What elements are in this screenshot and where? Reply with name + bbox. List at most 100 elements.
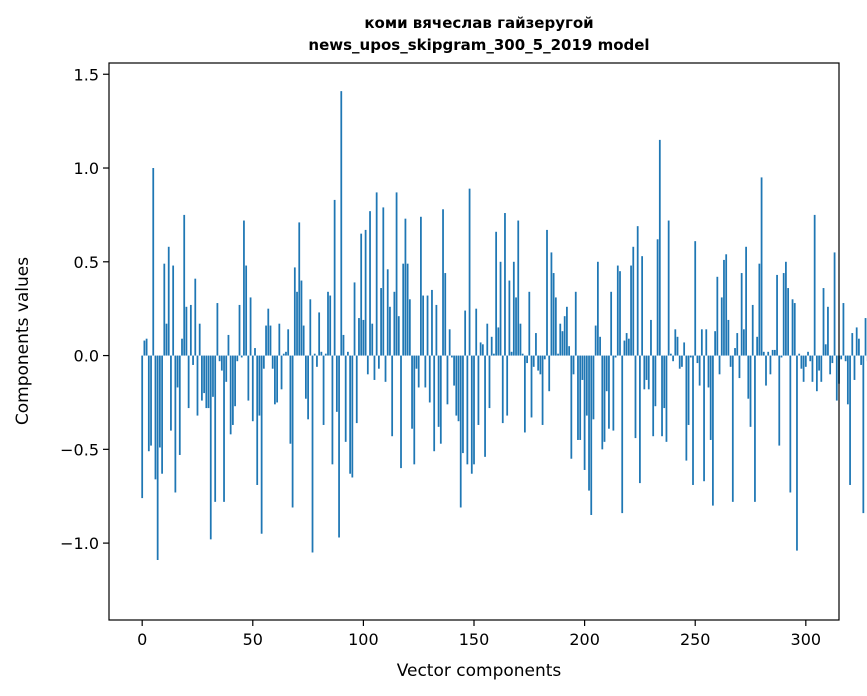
bar-141 [453, 355, 455, 386]
bar-316 [840, 355, 843, 360]
bar-264 [725, 254, 728, 356]
x-tick-label: 100 [348, 630, 379, 649]
bar-124 [415, 355, 418, 369]
bar-231 [652, 355, 655, 437]
bar-219 [625, 333, 628, 356]
bar-235 [661, 355, 663, 437]
y-tick-label: 0.0 [74, 347, 99, 366]
bar-225 [639, 355, 641, 484]
bar-304 [813, 214, 816, 356]
bar-285 [771, 349, 774, 356]
bar-108 [380, 288, 382, 356]
bar-164 [504, 213, 506, 356]
bar-298 [800, 355, 803, 369]
bar-98 [358, 318, 360, 356]
bar-19 [183, 214, 186, 356]
bar-127 [422, 295, 425, 356]
bar-21 [187, 355, 190, 409]
bar-326 [862, 355, 865, 514]
bar-95 [351, 355, 354, 478]
bar-100 [362, 319, 365, 356]
bar-115 [395, 192, 398, 356]
bar-90 [340, 91, 343, 356]
bar-175 [528, 291, 531, 356]
bar-118 [402, 263, 405, 356]
bar-139 [448, 329, 451, 356]
bar-103 [369, 211, 371, 356]
bar-75 [307, 355, 309, 420]
bar-266 [729, 355, 732, 367]
bar-53 [258, 355, 261, 416]
bar-320 [849, 355, 851, 485]
bar-306 [818, 355, 820, 371]
bar-221 [630, 265, 632, 356]
bar-302 [809, 355, 812, 362]
bar-91 [342, 334, 345, 356]
y-tick-label: −1.0 [60, 534, 99, 553]
bar-11 [165, 323, 168, 356]
bar-194 [570, 355, 573, 459]
bar-185 [550, 252, 553, 356]
bar-165 [506, 355, 509, 416]
x-tick-label: 0 [137, 630, 147, 649]
bar-85 [329, 295, 332, 356]
bar-206 [596, 261, 599, 356]
bar-129 [426, 295, 429, 356]
bar-189 [559, 323, 562, 356]
bar-162 [499, 261, 502, 356]
x-tick-label: 50 [243, 630, 263, 649]
bar-288 [778, 355, 781, 446]
bar-325 [860, 355, 863, 365]
bar-131 [431, 289, 433, 356]
bar-260 [716, 276, 719, 356]
bar-177 [532, 355, 535, 367]
bar-7 [156, 355, 159, 560]
bar-250 [694, 241, 697, 356]
bar-215 [616, 265, 619, 356]
bar-229 [647, 355, 650, 390]
bar-28 [203, 355, 206, 394]
bar-23 [192, 355, 194, 365]
bar-163 [501, 355, 504, 424]
bar-54 [260, 355, 263, 534]
bar-198 [579, 355, 582, 440]
bar-126 [420, 216, 422, 356]
bar-93 [347, 351, 349, 356]
bar-76 [309, 299, 312, 356]
bar-70 [296, 291, 298, 356]
bar-138 [446, 355, 449, 405]
y-tick-label: −0.5 [60, 440, 99, 459]
bar-258 [712, 355, 714, 506]
bar-268 [734, 348, 736, 356]
bar-313 [833, 252, 836, 356]
bar-243 [678, 355, 681, 369]
bar-278 [756, 336, 759, 356]
bar-88 [335, 355, 338, 412]
bar-321 [851, 333, 854, 356]
bar-20 [185, 306, 188, 356]
bar-309 [824, 344, 827, 356]
bar-271 [740, 273, 743, 356]
bar-212 [610, 291, 613, 356]
bar-188 [557, 353, 559, 356]
y-axis-label: Components values [13, 257, 33, 425]
bar-13 [170, 355, 172, 431]
bar-203 [590, 355, 593, 515]
bar-182 [543, 355, 546, 360]
bar-33 [214, 355, 217, 502]
bar-105 [373, 355, 376, 380]
bar-214 [614, 355, 617, 358]
bar-263 [723, 259, 725, 356]
bar-282 [765, 355, 767, 386]
bar-205 [594, 325, 597, 356]
bar-41 [231, 355, 234, 425]
x-tick-label: 300 [791, 630, 822, 649]
bar-153 [479, 342, 482, 356]
bar-322 [853, 355, 856, 380]
bar-211 [608, 355, 610, 429]
bar-4 [150, 355, 152, 446]
bar-89 [338, 355, 340, 538]
bar-43 [236, 355, 239, 362]
bar-55 [262, 355, 265, 369]
bar-22 [189, 304, 192, 356]
